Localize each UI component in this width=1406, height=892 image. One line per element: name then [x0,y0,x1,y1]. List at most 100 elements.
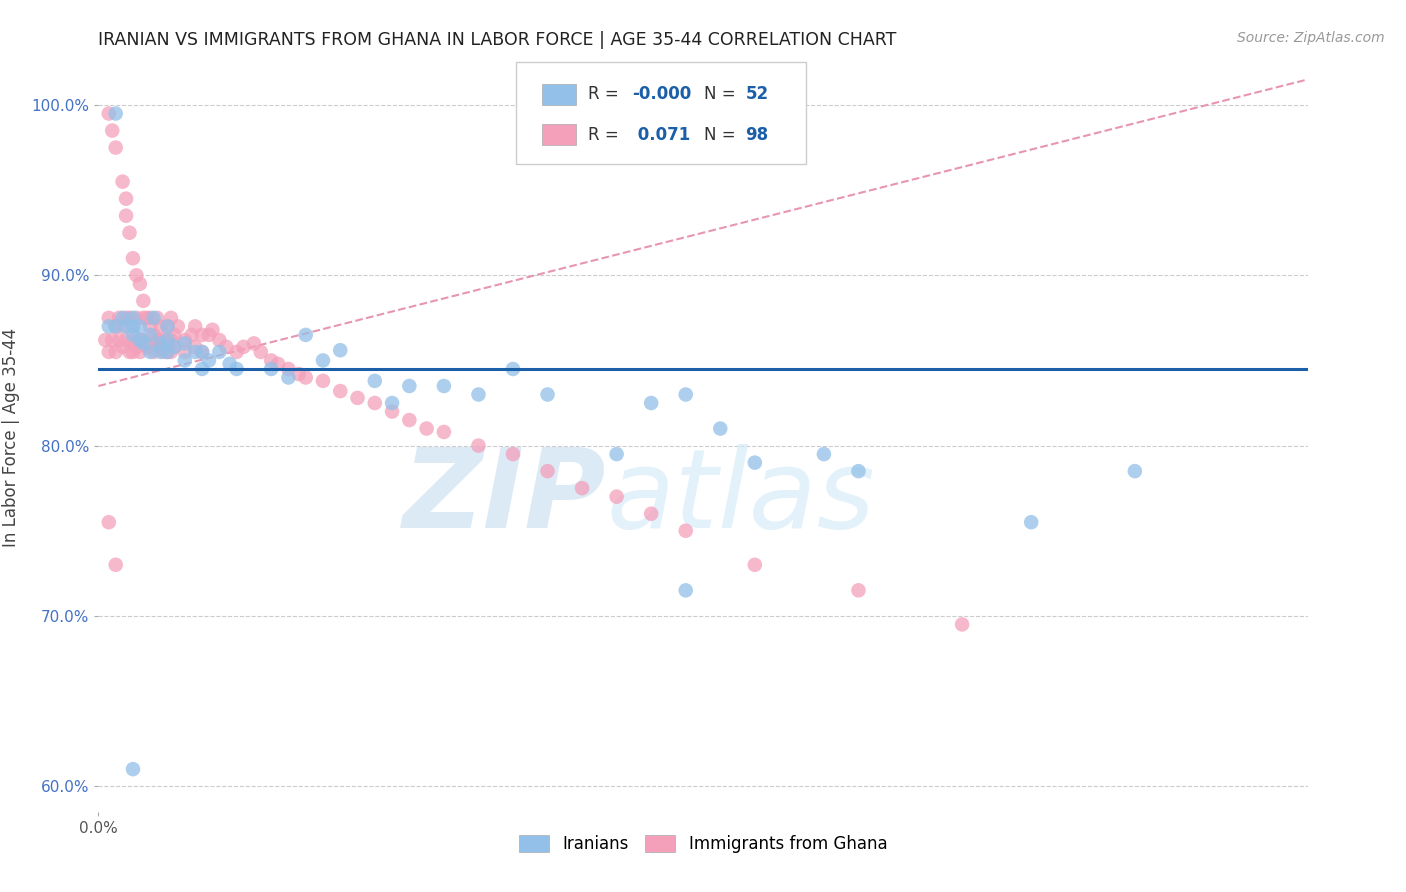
Point [232,340,254,354]
Point [744,456,766,470]
Point [108,333,131,347]
Point [146,333,169,347]
Text: 0.071: 0.071 [631,126,690,144]
Point [108,310,131,325]
Point [675,583,697,598]
Point [675,387,697,401]
Point [111,310,134,325]
Point [502,447,524,461]
Point [101,333,124,347]
Legend: Iranians, Immigrants from Ghana: Iranians, Immigrants from Ghana [512,828,894,860]
Point [122,345,145,359]
Point [173,336,195,351]
Point [128,319,150,334]
Point [149,340,172,354]
Point [118,345,141,359]
Point [125,310,148,325]
Text: atlas: atlas [606,443,875,550]
Point [225,345,247,359]
Point [139,327,162,342]
Point [398,413,420,427]
Point [1019,515,1042,529]
Point [813,447,835,461]
Point [208,333,231,347]
Point [201,323,224,337]
Point [122,762,145,776]
Point [312,374,335,388]
FancyBboxPatch shape [543,84,576,104]
Point [149,319,172,334]
Point [950,617,973,632]
Text: IRANIAN VS IMMIGRANTS FROM GHANA IN LABOR FORCE | AGE 35-44 CORRELATION CHART: IRANIAN VS IMMIGRANTS FROM GHANA IN LABO… [98,31,897,49]
Text: N =: N = [704,85,741,103]
Point [118,226,141,240]
Point [122,310,145,325]
Point [198,327,221,342]
Point [163,327,186,342]
Point [149,345,172,359]
Point [153,333,176,347]
Point [160,345,183,359]
Point [97,319,120,334]
Point [128,333,150,347]
Point [173,345,195,359]
Point [104,319,127,334]
Point [381,396,404,410]
Point [139,345,162,359]
Point [191,345,214,359]
Point [104,140,127,154]
Point [118,310,141,325]
Point [848,583,870,598]
Point [160,310,183,325]
Point [115,333,138,347]
Point [329,384,352,398]
Point [160,333,183,347]
Point [122,319,145,334]
Point [156,333,179,347]
Text: -0.000: -0.000 [631,85,690,103]
FancyBboxPatch shape [543,124,576,145]
Point [364,396,387,410]
Point [128,345,150,359]
Point [149,333,172,347]
Point [180,327,202,342]
Point [139,340,162,354]
Point [260,353,283,368]
Point [104,345,127,359]
Point [115,192,138,206]
Point [156,319,179,334]
Point [640,507,662,521]
Point [606,447,628,461]
Text: 98: 98 [745,126,769,144]
Point [225,362,247,376]
Point [122,252,145,266]
Point [467,387,489,401]
Point [184,340,207,354]
Point [398,379,420,393]
Point [104,558,127,572]
Point [132,333,155,347]
Point [191,345,214,359]
Point [128,277,150,291]
Point [101,123,124,137]
Point [122,319,145,334]
Point [125,340,148,354]
Point [675,524,697,538]
Point [115,310,138,325]
Point [142,327,165,342]
Point [249,345,271,359]
Point [163,340,186,354]
Point [156,345,179,359]
Point [173,333,195,347]
Point [146,310,169,325]
Point [173,353,195,368]
Point [536,387,558,401]
Point [415,421,437,435]
Point [191,362,214,376]
Point [122,333,145,347]
Text: N =: N = [704,126,741,144]
Point [139,319,162,334]
Point [288,367,311,381]
Point [132,336,155,351]
Point [111,319,134,334]
